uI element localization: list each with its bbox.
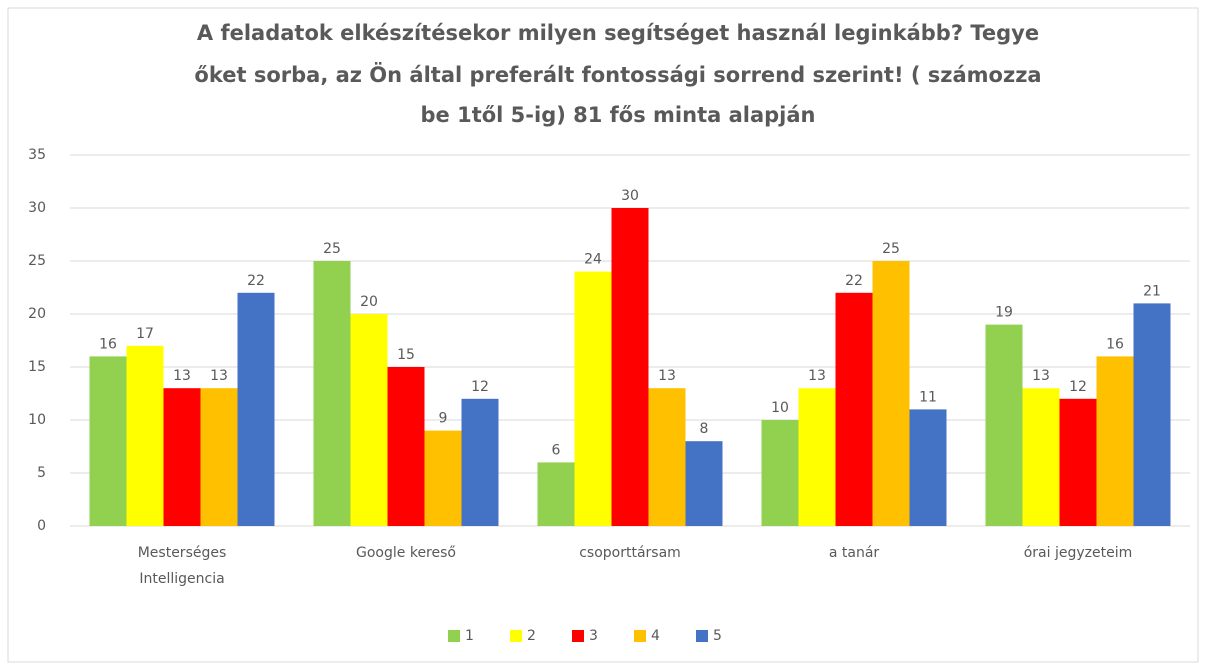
legend-label: 2	[527, 628, 536, 644]
legend-swatch	[634, 630, 646, 642]
data-label: 9	[439, 411, 448, 427]
data-label: 13	[658, 368, 676, 384]
legend-label: 4	[651, 628, 660, 644]
data-label: 16	[99, 336, 117, 352]
bar	[200, 388, 238, 526]
chart-title: be 1től 5-ig) 81 fős minta alapján	[421, 103, 816, 127]
bar	[237, 292, 275, 526]
bar	[163, 388, 201, 526]
y-tick-label: 15	[28, 359, 46, 375]
data-label: 17	[136, 326, 154, 342]
x-tick-label-box: Mesterséges Intelligencia	[137, 545, 227, 587]
data-label: 10	[771, 400, 789, 416]
data-label: 24	[584, 252, 602, 268]
bar	[985, 324, 1023, 526]
bar	[1022, 388, 1060, 526]
data-label: 12	[471, 379, 489, 395]
bar	[387, 367, 425, 526]
bar	[872, 261, 910, 526]
data-label: 22	[247, 273, 265, 289]
bar	[574, 271, 612, 526]
x-tick-label: csoporttársam	[579, 545, 681, 561]
data-label: 25	[882, 241, 900, 257]
data-label: 13	[173, 368, 191, 384]
y-tick-label: 0	[37, 518, 46, 534]
legend-swatch	[448, 630, 460, 642]
x-tick-label: órai jegyzeteim	[1023, 545, 1133, 561]
data-label: 11	[919, 389, 937, 405]
bar	[761, 420, 799, 526]
x-tick-label-box: csoporttársam	[579, 545, 681, 561]
bar	[909, 409, 947, 526]
y-tick-label: 30	[28, 200, 46, 216]
data-label: 19	[995, 305, 1013, 321]
bar	[424, 430, 462, 526]
data-label: 15	[397, 347, 415, 363]
data-label: 22	[845, 273, 863, 289]
bar	[537, 462, 575, 526]
legend-label: 5	[713, 628, 722, 644]
data-label: 20	[360, 294, 378, 310]
y-tick-label: 10	[28, 412, 46, 428]
bar	[835, 292, 873, 526]
legend-label: 1	[465, 628, 474, 644]
bar	[611, 208, 649, 526]
chart-title: őket sorba, az Ön által preferált fontos…	[194, 62, 1041, 87]
bar	[1133, 303, 1171, 526]
data-label: 16	[1106, 336, 1124, 352]
legend-label: 3	[589, 628, 598, 644]
y-tick-label: 5	[37, 465, 46, 481]
x-tick-label-box: a tanár	[828, 545, 880, 561]
y-tick-label: 35	[28, 147, 46, 163]
legend-swatch	[696, 630, 708, 642]
y-tick-label: 25	[28, 253, 46, 269]
bar	[648, 388, 686, 526]
legend-swatch	[510, 630, 522, 642]
bar	[1096, 356, 1134, 526]
data-label: 30	[621, 188, 639, 204]
data-label: 13	[210, 368, 228, 384]
data-label: 12	[1069, 379, 1087, 395]
data-label: 6	[552, 442, 561, 458]
bar	[1059, 398, 1097, 526]
bar	[685, 441, 723, 526]
x-tick-label: a tanár	[828, 545, 880, 561]
bar	[461, 398, 499, 526]
data-label: 21	[1143, 283, 1161, 299]
x-tick-label-box: Google kereső	[356, 545, 456, 561]
bar	[313, 261, 351, 526]
bar	[126, 345, 164, 526]
chart-title: A feladatok elkészítésekor milyen segíts…	[197, 21, 1039, 45]
x-tick-label: Mesterséges Intelligencia	[137, 545, 227, 587]
data-label: 13	[808, 368, 826, 384]
bar	[89, 356, 127, 526]
data-label: 25	[323, 241, 341, 257]
x-tick-label-box: órai jegyzeteim	[1023, 545, 1133, 561]
bar	[798, 388, 836, 526]
legend-swatch	[572, 630, 584, 642]
bar	[350, 314, 388, 526]
data-label: 13	[1032, 368, 1050, 384]
x-tick-label: Google kereső	[356, 545, 456, 561]
data-label: 8	[700, 421, 709, 437]
y-tick-label: 20	[28, 306, 46, 322]
